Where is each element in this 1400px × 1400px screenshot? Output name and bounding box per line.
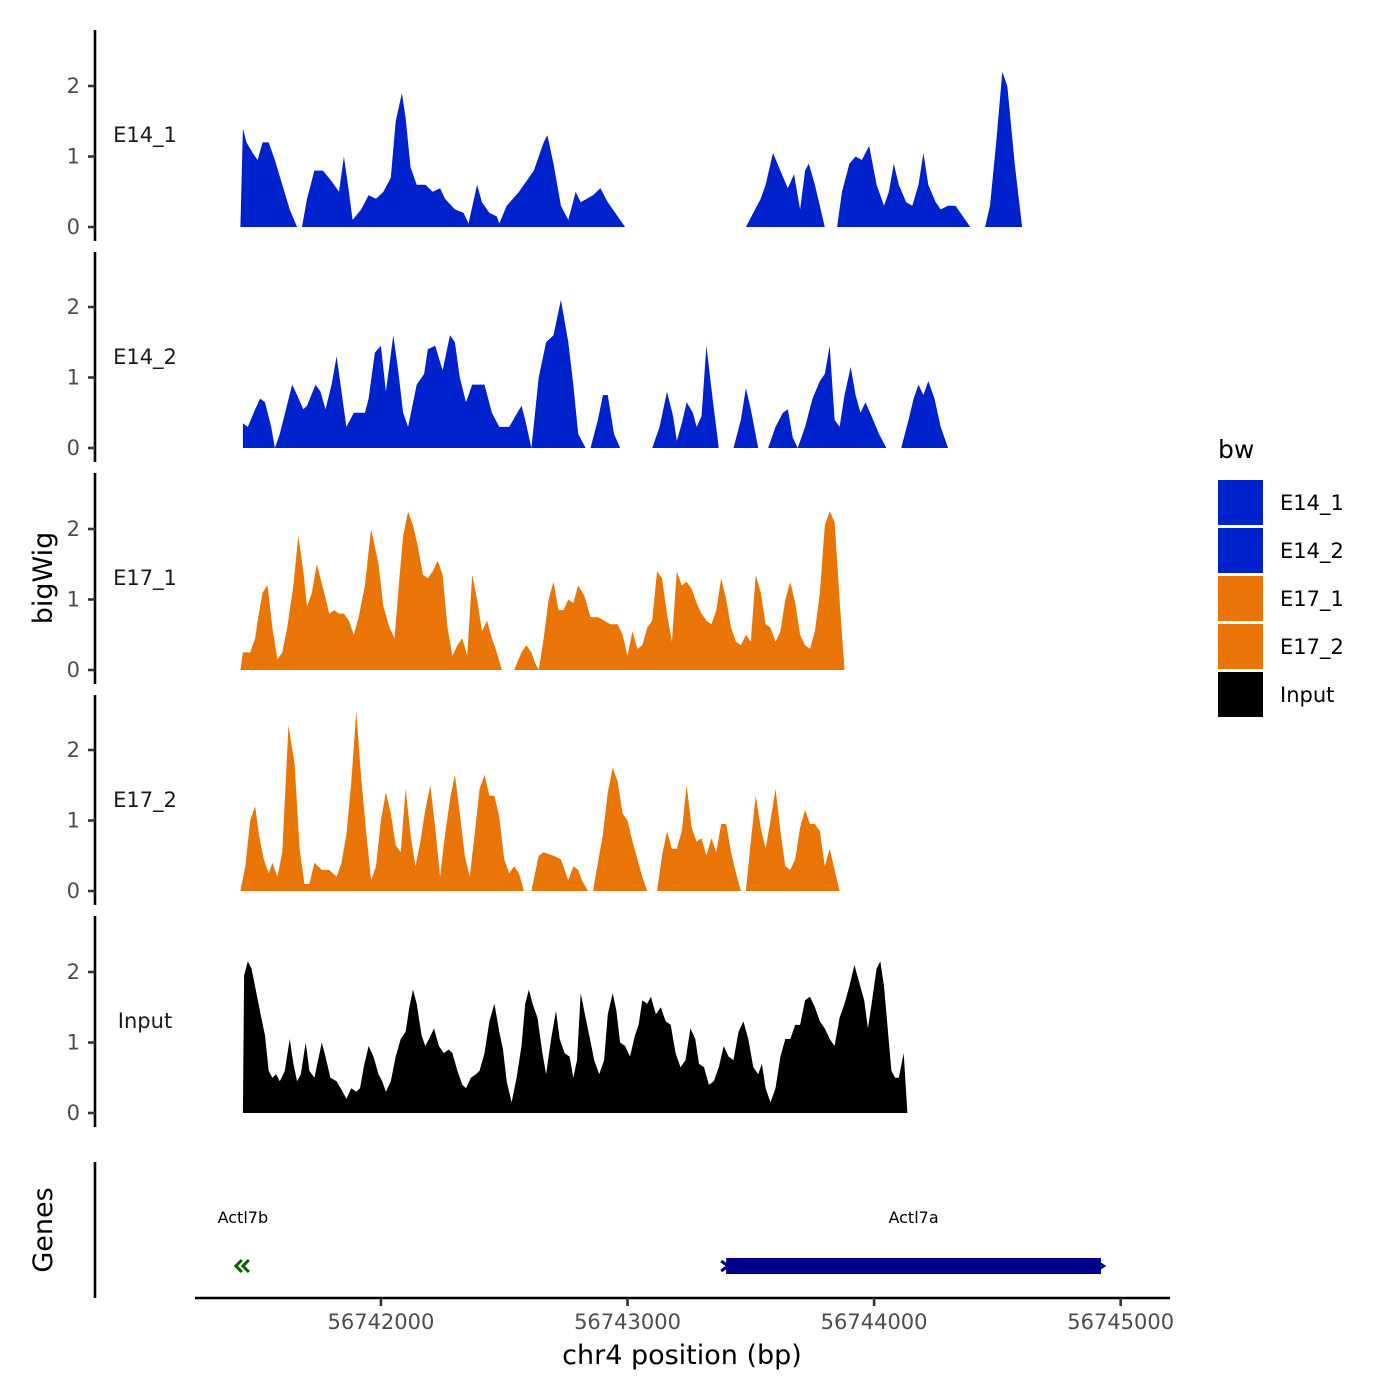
- x-tick-label: 56745000: [1067, 1310, 1174, 1334]
- coverage-area-E17_1-1: [514, 511, 845, 670]
- legend-key: [1218, 480, 1263, 525]
- y-tick-label: 0: [67, 1101, 80, 1125]
- coverage-area-E17_2-1: [531, 852, 589, 891]
- legend-label: E17_2: [1280, 635, 1344, 660]
- y-tick-label: 1: [67, 145, 80, 169]
- y-tick-label: 2: [67, 517, 80, 541]
- legend-key: [1218, 528, 1263, 573]
- y-tick-label: 0: [67, 436, 80, 460]
- coverage-area-E17_2-2: [593, 767, 648, 891]
- coverage-area-Input-0: [242, 961, 908, 1113]
- coverage-area-E14_1-1: [302, 93, 626, 227]
- y-tick-label: 0: [67, 215, 80, 239]
- track-E14_1: 0 1 2 E14_1: [67, 30, 1023, 241]
- gene-strand-arrow: [233, 1258, 250, 1274]
- track-label-E14_1: E14_1: [113, 123, 177, 148]
- y-tick-label: 0: [67, 879, 80, 903]
- coverage-area-E14_1-3: [837, 145, 971, 227]
- legend-key: [1218, 576, 1263, 621]
- coverage-area-E17_2-0: [240, 711, 524, 891]
- legend-entry-E14_2: E14_2: [1218, 528, 1344, 573]
- coverage-area-E14_2-5: [901, 381, 949, 448]
- track-label-E17_2: E17_2: [113, 788, 177, 813]
- x-axis-ticks: 56742000 56743000 56744000 56745000: [327, 1298, 1174, 1334]
- coverage-area-E14_2-2: [652, 345, 719, 448]
- coverage-area-E14_2-4: [768, 345, 887, 448]
- y-tick-label: 1: [67, 366, 80, 390]
- y-tick-label: 2: [67, 738, 80, 762]
- x-tick-label: 56744000: [821, 1310, 928, 1334]
- genes-axis-title: Genes: [28, 1187, 59, 1272]
- y-tick-label: 2: [67, 960, 80, 984]
- y-axis-title: bigWig: [28, 532, 59, 625]
- legend-key: [1218, 624, 1263, 669]
- legend-title: bw: [1218, 435, 1254, 464]
- legend-entry-E17_2: E17_2: [1218, 624, 1344, 669]
- y-tick-label: 2: [67, 295, 80, 319]
- x-tick-label: 56742000: [327, 1310, 434, 1334]
- gene-annotation-panel: Genes Actl7b Actl7a: [28, 1162, 1107, 1298]
- legend-entry-E14_1: E14_1: [1218, 480, 1344, 525]
- coverage-area-E14_1-4: [985, 71, 1023, 228]
- coverage-area-E14_1-0: [240, 128, 298, 227]
- y-tick-label: 1: [67, 1031, 80, 1055]
- legend-label: E17_1: [1280, 587, 1344, 612]
- coverage-tracks: 0 1 2 E14_1 0 1 2 E14_2 0 1 2 E17_1 0 1 2 E17_2 0 1 2 Input: [67, 30, 1023, 1127]
- gene-strand-arrow: [1097, 1260, 1107, 1272]
- track-label-E17_1: E17_1: [113, 566, 177, 591]
- gene-Actl7a: Actl7a: [720, 1208, 1107, 1274]
- gene-label-Actl7b: Actl7b: [218, 1208, 269, 1227]
- coverage-area-E17_2-4: [745, 788, 840, 891]
- gene-label-Actl7a: Actl7a: [888, 1208, 938, 1227]
- track-label-Input: Input: [118, 1009, 172, 1033]
- legend-entry-E17_1: E17_1: [1218, 576, 1344, 621]
- coverage-area-E17_2-3: [657, 785, 741, 891]
- y-tick-label: 1: [67, 809, 80, 833]
- legend-label: Input: [1280, 683, 1334, 707]
- y-tick-label: 0: [67, 658, 80, 682]
- x-tick-label: 56743000: [574, 1310, 681, 1334]
- coverage-area-E14_1-2: [745, 153, 825, 227]
- gene-Actl7b: Actl7b: [218, 1208, 269, 1274]
- legend-label: E14_2: [1280, 539, 1344, 564]
- x-axis-title: chr4 position (bp): [562, 1340, 802, 1371]
- legend: bw E14_1 E14_2 E17_1 E17_2 Input: [1218, 435, 1344, 717]
- legend-key: [1218, 672, 1263, 717]
- legend-entry-Input: Input: [1218, 672, 1334, 717]
- track-Input: 0 1 2 Input: [67, 916, 908, 1127]
- track-E17_2: 0 1 2 E17_2: [67, 695, 840, 905]
- x-axis: 56742000 56743000 56744000 56745000 chr4 po…: [195, 1296, 1174, 1371]
- legend-label: E14_1: [1280, 491, 1344, 516]
- coverage-area-E14_2-0: [242, 299, 586, 448]
- legend-items: E14_1 E14_2 E17_1 E17_2 Input: [1218, 480, 1344, 717]
- coverage-area-E17_1-0: [240, 511, 502, 670]
- coverage-area-E14_2-3: [733, 388, 759, 448]
- gene-body-Actl7a: [726, 1258, 1101, 1274]
- track-label-E14_2: E14_2: [113, 345, 177, 370]
- gene-items: Actl7b Actl7a: [218, 1208, 1107, 1274]
- gene-strand-arrow: [720, 1259, 731, 1273]
- coverage-area-E14_2-1: [590, 395, 621, 448]
- y-tick-label: 1: [67, 588, 80, 612]
- track-E17_1: 0 1 2 E17_1: [67, 473, 845, 684]
- track-E14_2: 0 1 2 E14_2: [67, 252, 949, 462]
- y-tick-label: 2: [67, 74, 80, 98]
